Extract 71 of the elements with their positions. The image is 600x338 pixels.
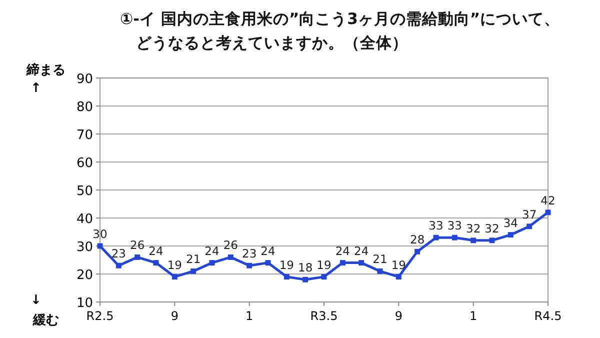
point (358, 260, 364, 266)
data-label: 32 (466, 221, 481, 236)
point (377, 268, 383, 274)
data-label: 42 (540, 193, 556, 208)
data-label: 30 (92, 227, 108, 241)
point (545, 210, 551, 216)
point (284, 274, 290, 280)
text: ↑ (30, 81, 42, 96)
data-label: 24 (260, 244, 276, 258)
data-label: 19 (391, 258, 406, 272)
point (414, 248, 420, 254)
x-tick-label: R2.5 (86, 309, 114, 323)
point (452, 234, 458, 240)
data-label: 24 (335, 244, 350, 258)
x-tick-label: 9 (170, 309, 178, 323)
data-label: 24 (354, 244, 369, 258)
chart-title: ①-イ 国内の主食用米の”向こう3ヶ月の需給動向”について、 (120, 9, 560, 28)
data-label: 33 (428, 218, 444, 233)
point (153, 260, 159, 266)
point (302, 276, 308, 282)
chart-subtitle: どうなると考えていますか。（全体） (136, 34, 408, 52)
y-tick-label: 50 (76, 184, 93, 199)
data-label: 37 (522, 207, 537, 222)
text: 緩む (32, 313, 59, 328)
x-tick-label: 1 (470, 309, 478, 323)
point (209, 260, 215, 266)
point (433, 234, 439, 240)
data-label: 21 (372, 252, 388, 266)
point (116, 262, 122, 268)
data-label: 24 (204, 244, 220, 258)
x-tick-label: 1 (246, 309, 254, 323)
data-label: 19 (316, 258, 332, 272)
y-tick-label: 80 (76, 100, 93, 115)
data-label: 19 (279, 258, 294, 272)
data-label: 26 (130, 238, 145, 252)
y-tick-label: 60 (76, 156, 93, 171)
data-label: 24 (148, 244, 164, 258)
data-label: 33 (447, 218, 462, 233)
y-tick-label: 40 (76, 212, 93, 227)
point (190, 268, 196, 274)
point (470, 238, 476, 244)
point (228, 254, 234, 260)
point (489, 238, 495, 244)
point (340, 260, 346, 266)
data-label: 34 (503, 216, 518, 230)
point (396, 274, 402, 280)
y-tick-label: 20 (76, 268, 93, 283)
data-label: 26 (223, 238, 238, 252)
data-label: 32 (484, 221, 500, 236)
data-label: 19 (167, 258, 182, 272)
text: 締まる (26, 62, 66, 78)
data-label: 28 (410, 232, 425, 247)
text: ↓ (30, 293, 42, 308)
y-tick-label: 10 (76, 296, 93, 311)
data-label: 23 (111, 246, 126, 261)
point (508, 232, 514, 238)
data-label: 21 (186, 252, 201, 266)
x-tick-label: R3.5 (310, 309, 338, 323)
y-tick-label: 30 (76, 240, 93, 255)
point (246, 262, 252, 268)
y-tick-label: 90 (76, 72, 93, 87)
x-tick-label: 9 (394, 309, 402, 323)
data-label: 18 (298, 260, 313, 275)
point (321, 274, 327, 280)
data-label: 23 (242, 246, 257, 261)
point (172, 274, 178, 280)
y-tick-label: 70 (76, 128, 93, 143)
point (265, 260, 271, 266)
point (134, 254, 140, 260)
point (526, 224, 532, 230)
x-tick-label: R4.5 (534, 309, 562, 323)
